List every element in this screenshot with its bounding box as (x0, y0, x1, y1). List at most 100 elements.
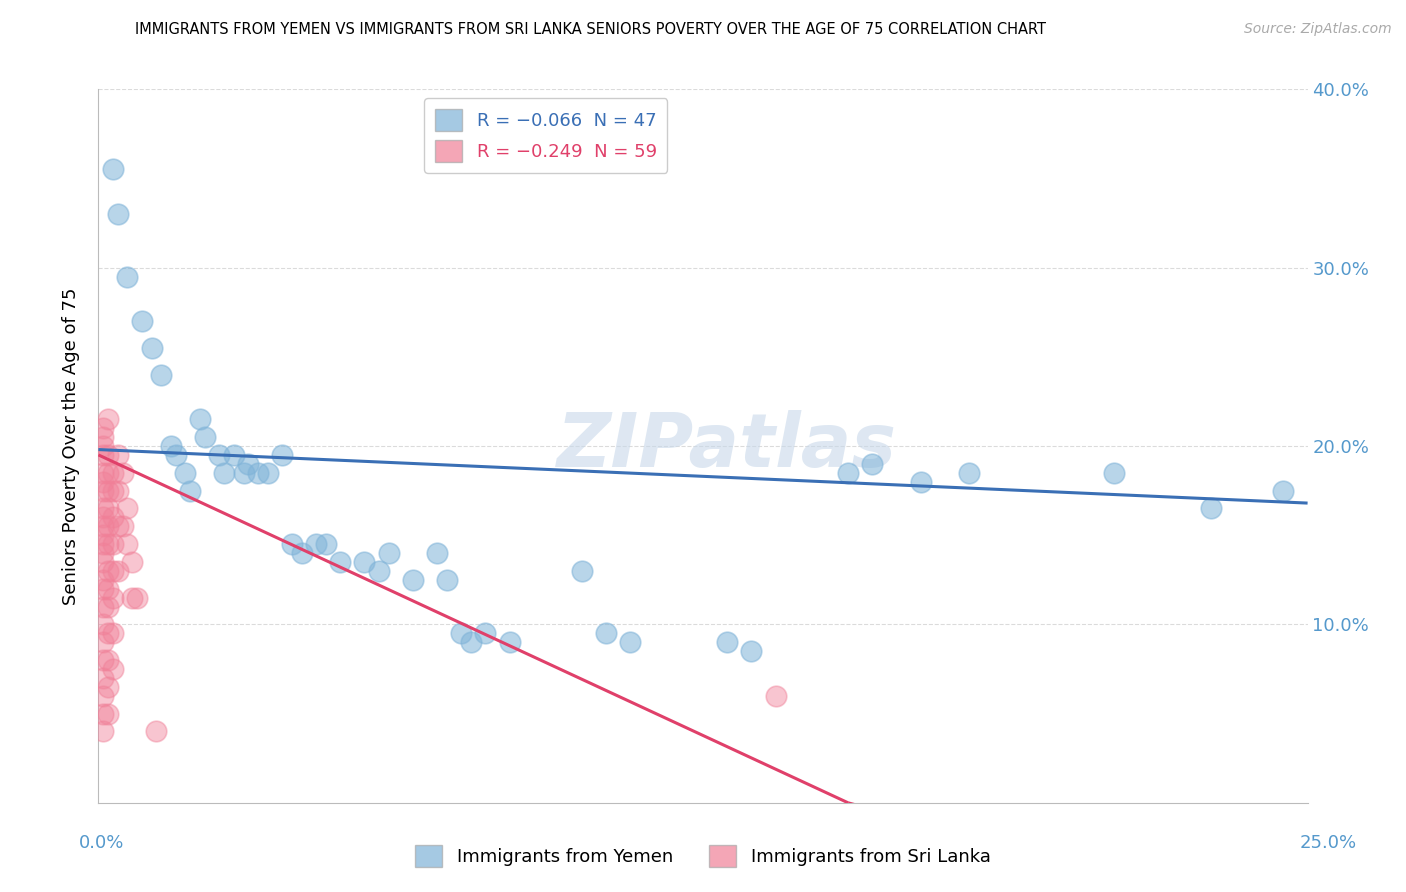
Point (91, 671, 114, 685)
Point (290, 546, 312, 560)
Point (101, 626, 124, 640)
Point (91, 582, 114, 596)
Point (107, 207, 129, 221)
Point (91, 617, 114, 632)
Point (97, 582, 120, 596)
Point (101, 564, 124, 578)
Point (194, 430, 217, 444)
Point (97, 653, 120, 667)
Point (271, 448, 294, 462)
Point (97, 706, 120, 721)
Point (91, 599, 114, 614)
Point (101, 537, 124, 551)
Text: IMMIGRANTS FROM YEMEN VS IMMIGRANTS FROM SRI LANKA SENIORS POVERTY OVER THE AGE : IMMIGRANTS FROM YEMEN VS IMMIGRANTS FROM… (135, 22, 1046, 37)
Point (107, 519, 129, 533)
Point (498, 635, 520, 649)
Point (97, 564, 120, 578)
Point (101, 510, 124, 524)
Point (97, 680, 120, 694)
Point (305, 537, 328, 551)
Point (91, 519, 114, 533)
Point (571, 564, 593, 578)
Point (141, 341, 163, 355)
Point (107, 564, 129, 578)
Point (619, 635, 641, 649)
Point (377, 546, 399, 560)
Point (1102, 466, 1125, 480)
Text: 0.0%: 0.0% (79, 834, 124, 852)
Point (91, 724, 114, 739)
Point (91, 475, 114, 489)
Point (238, 457, 260, 471)
Point (212, 466, 235, 480)
Point (165, 448, 187, 462)
Point (160, 439, 183, 453)
Point (957, 466, 980, 480)
Point (91, 635, 114, 649)
Point (91, 448, 114, 462)
Point (131, 314, 153, 328)
Point (127, 591, 149, 605)
Point (97, 519, 120, 533)
Point (595, 626, 617, 640)
Point (91, 555, 114, 569)
Point (101, 466, 124, 480)
Point (247, 466, 270, 480)
Point (91, 439, 114, 453)
Point (1199, 501, 1222, 516)
Point (117, 501, 139, 516)
Point (91, 430, 114, 444)
Point (281, 537, 304, 551)
Point (91, 466, 114, 480)
Point (91, 706, 114, 721)
Point (145, 724, 167, 739)
Point (91, 510, 114, 524)
Point (97, 599, 120, 614)
Point (117, 537, 139, 551)
Point (101, 483, 124, 498)
Text: Source: ZipAtlas.com: Source: ZipAtlas.com (1244, 22, 1392, 37)
Point (174, 466, 197, 480)
Point (121, 555, 143, 569)
Point (91, 421, 114, 435)
Point (460, 635, 482, 649)
Point (107, 448, 129, 462)
Point (97, 626, 120, 640)
Point (315, 537, 337, 551)
Point (117, 269, 139, 284)
Point (150, 368, 173, 382)
Point (101, 162, 124, 177)
Point (111, 466, 134, 480)
Point (740, 644, 762, 658)
Point (91, 537, 114, 551)
Point (450, 626, 472, 640)
Text: ZIPatlas: ZIPatlas (557, 409, 897, 483)
Point (222, 448, 245, 462)
Point (91, 501, 114, 516)
Point (1272, 483, 1295, 498)
Point (232, 466, 254, 480)
Point (436, 573, 458, 587)
Point (208, 448, 231, 462)
Point (97, 448, 120, 462)
Point (97, 537, 120, 551)
Point (353, 555, 375, 569)
Point (111, 519, 134, 533)
Y-axis label: Seniors Poverty Over the Age of 75: Seniors Poverty Over the Age of 75 (62, 287, 80, 605)
Point (256, 466, 278, 480)
Point (91, 528, 114, 542)
Point (101, 662, 124, 676)
Point (101, 591, 124, 605)
Point (860, 457, 883, 471)
Point (97, 466, 120, 480)
Point (188, 412, 211, 426)
Point (765, 689, 787, 703)
Point (97, 483, 120, 498)
Text: 25.0%: 25.0% (1301, 834, 1357, 852)
Legend: Immigrants from Yemen, Immigrants from Sri Lanka: Immigrants from Yemen, Immigrants from S… (408, 838, 998, 874)
Point (107, 483, 129, 498)
Legend: R = −0.066  N = 47, R = −0.249  N = 59: R = −0.066 N = 47, R = −0.249 N = 59 (425, 98, 668, 173)
Point (91, 483, 114, 498)
Point (368, 564, 391, 578)
Point (91, 573, 114, 587)
